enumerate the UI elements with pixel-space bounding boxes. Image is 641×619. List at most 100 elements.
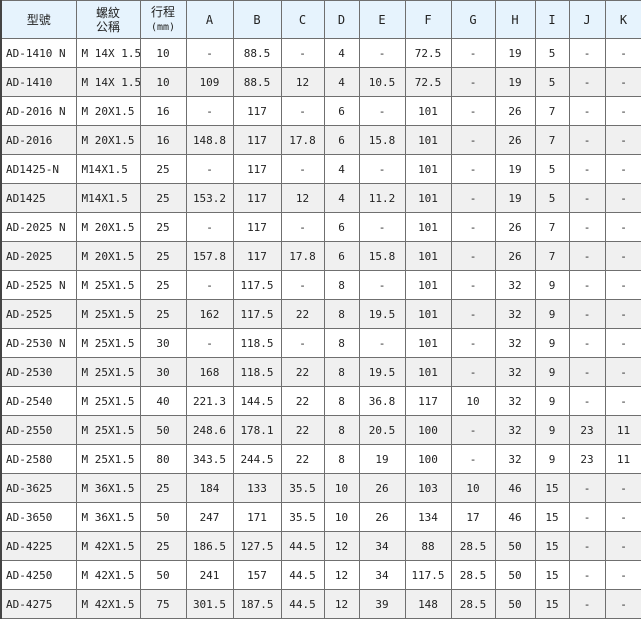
cell-i: 5 — [534, 154, 570, 184]
cell-j: - — [568, 386, 606, 416]
cell-e: 20.5 — [358, 415, 406, 445]
cell-a: 184 — [185, 473, 234, 503]
cell-i: 5 — [534, 183, 570, 213]
table-row: AD-4275 M 42X1.5 75 301.5 187.5 44.5 12 39 148 28… — [0, 589, 641, 619]
cell-thread: M14X1.5 — [75, 183, 141, 213]
cell-thread: M 20X1.5 — [75, 241, 141, 271]
cell-thread: M 25X1.5 — [75, 415, 141, 445]
cell-d: 4 — [323, 154, 360, 184]
cell-d: 8 — [323, 270, 360, 300]
cell-f: 101 — [404, 357, 452, 387]
table-row: AD1425-N M14X1.5 25-117-4-101-19 5- - — [0, 154, 641, 184]
cell-a: 168 — [185, 357, 234, 387]
cell-i: 15 — [534, 473, 570, 503]
cell-f: 117 — [404, 386, 452, 416]
cell-h: 19 — [494, 67, 536, 97]
header-i: I — [534, 0, 570, 39]
cell-i: 9 — [534, 357, 570, 387]
cell-c: - — [280, 96, 325, 126]
cell-e: - — [358, 38, 406, 68]
cell-f: 148 — [404, 589, 452, 619]
cell-j: - — [568, 212, 606, 242]
cell-stroke: 16 — [139, 125, 187, 155]
cell-k: - — [604, 357, 641, 387]
cell-k: - — [604, 270, 641, 300]
cell-e: 10.5 — [358, 67, 406, 97]
cell-f: 101 — [404, 299, 452, 329]
cell-h: 32 — [494, 444, 536, 474]
cell-c: 35.5 — [280, 502, 325, 532]
table-row: AD-4250 M 42X1.5 50 241 157 44.5 12 34 117.5 28.5… — [0, 560, 641, 590]
cell-h: 26 — [494, 212, 536, 242]
cell-j: - — [568, 241, 606, 271]
cell-f: 88 — [404, 531, 452, 561]
cell-j: - — [568, 270, 606, 300]
cell-a: 148.8 — [185, 125, 234, 155]
cell-c: 44.5 — [280, 589, 325, 619]
cell-d: 10 — [323, 502, 360, 532]
cell-k: - — [604, 328, 641, 358]
header-g: G — [450, 0, 496, 39]
cell-d: 4 — [323, 67, 360, 97]
cell-k: - — [604, 125, 641, 155]
cell-j: 23 — [568, 415, 606, 445]
cell-thread: M14X1.5 — [75, 154, 141, 184]
cell-stroke: 10 — [139, 38, 187, 68]
header-h: H — [494, 0, 536, 39]
cell-f: 101 — [404, 183, 452, 213]
cell-e: - — [358, 328, 406, 358]
cell-stroke: 16 — [139, 96, 187, 126]
cell-d: 8 — [323, 328, 360, 358]
cell-f: 72.5 — [404, 67, 452, 97]
cell-f: 101 — [404, 125, 452, 155]
cell-b: 117 — [232, 183, 282, 213]
cell-g: 10 — [450, 386, 496, 416]
cell-thread: M 42X1.5 — [75, 560, 141, 590]
cell-b: 117 — [232, 96, 282, 126]
cell-k: - — [604, 560, 641, 590]
cell-g: - — [450, 212, 496, 242]
cell-stroke: 50 — [139, 415, 187, 445]
cell-j: - — [568, 183, 606, 213]
cell-c: - — [280, 154, 325, 184]
cell-i: 15 — [534, 531, 570, 561]
cell-b: 157 — [232, 560, 282, 590]
cell-h: 26 — [494, 125, 536, 155]
cell-model: AD-2540 — [0, 386, 77, 416]
cell-h: 46 — [494, 473, 536, 503]
cell-i: 5 — [534, 38, 570, 68]
cell-thread: M 36X1.5 — [75, 502, 141, 532]
cell-k: - — [604, 212, 641, 242]
cell-a: - — [185, 212, 234, 242]
table-row: AD-2540 M 25X1.5 40 221.3 144.5 22 8 36.8 117 10 3… — [0, 386, 641, 416]
header-b: B — [232, 0, 282, 39]
cell-e: 19.5 — [358, 357, 406, 387]
table-row: AD-2016 M 20X1.5 16 148.8 117 17.8 6 15.8 101-26… — [0, 125, 641, 155]
cell-g: - — [450, 67, 496, 97]
header-a: A — [185, 0, 234, 39]
cell-h: 46 — [494, 502, 536, 532]
cell-c: 12 — [280, 67, 325, 97]
cell-i: 9 — [534, 444, 570, 474]
cell-b: 187.5 — [232, 589, 282, 619]
cell-a: 241 — [185, 560, 234, 590]
cell-d: 6 — [323, 241, 360, 271]
cell-i: 9 — [534, 270, 570, 300]
cell-d: 8 — [323, 415, 360, 445]
header-row: 型號 螺紋 公稱 行程 (mm) A B C D E F G H I J K — [0, 0, 641, 39]
cell-e: - — [358, 96, 406, 126]
cell-b: 118.5 — [232, 328, 282, 358]
cell-h: 32 — [494, 415, 536, 445]
cell-model: AD-2580 — [0, 444, 77, 474]
cell-model: AD-3625 — [0, 473, 77, 503]
cell-thread: M 20X1.5 — [75, 125, 141, 155]
cell-g: - — [450, 444, 496, 474]
cell-f: 101 — [404, 241, 452, 271]
cell-stroke: 25 — [139, 154, 187, 184]
cell-k: - — [604, 67, 641, 97]
cell-e: 15.8 — [358, 125, 406, 155]
table-row: AD-3650 M 36X1.5 50 247 171 35.5 10 26 134 17 46 15… — [0, 502, 641, 532]
cell-i: 7 — [534, 96, 570, 126]
cell-stroke: 75 — [139, 589, 187, 619]
